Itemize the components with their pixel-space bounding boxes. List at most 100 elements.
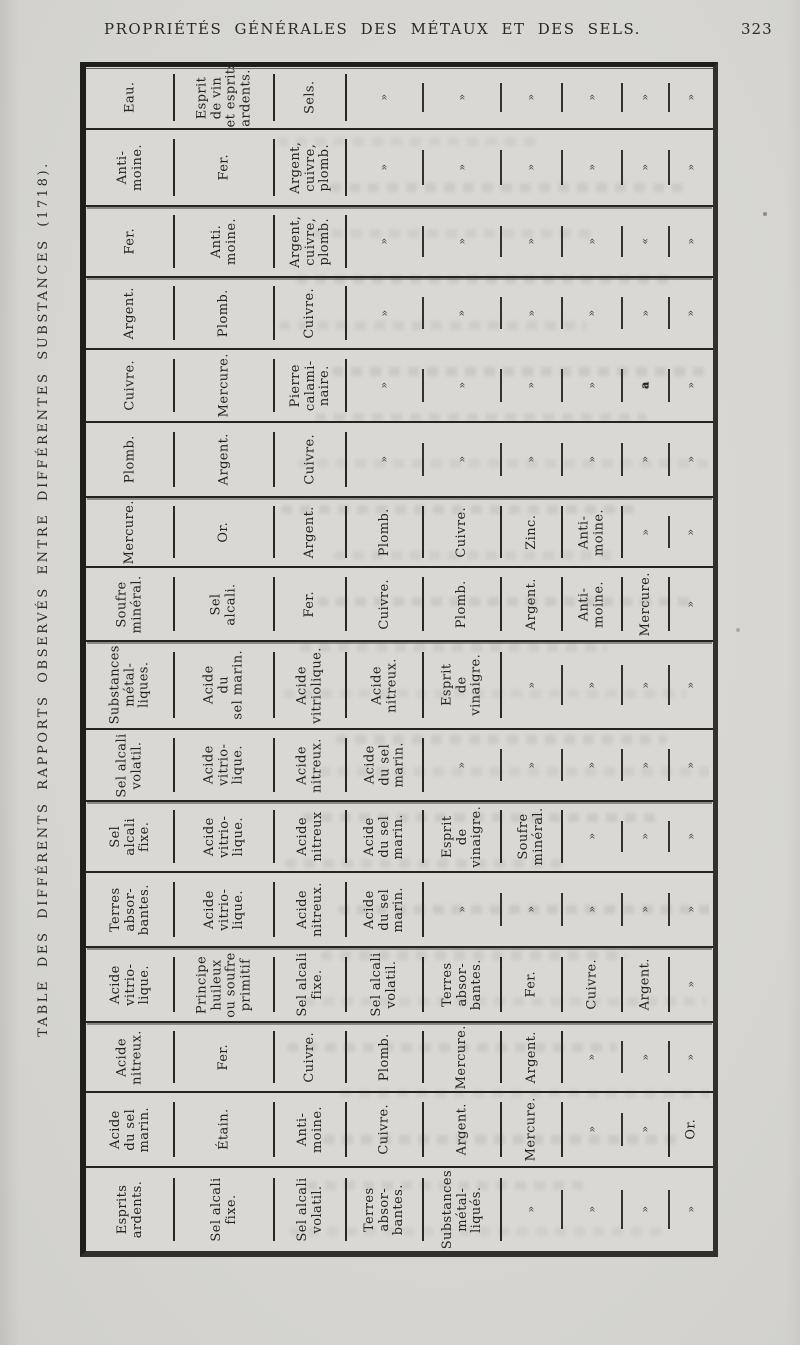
cell-divider-line <box>173 431 175 488</box>
cell-text-rotated: Acide vitriolique. <box>294 646 325 724</box>
cell-text-rotated: » <box>638 1126 652 1133</box>
table-cell: » <box>422 67 501 128</box>
cell-text-rotated: » <box>683 309 697 317</box>
cell-divider-line <box>668 820 670 853</box>
cell-text-rotated: Plomb. <box>453 580 469 628</box>
cell-divider-line <box>422 83 424 112</box>
cell-divider-line <box>500 506 502 558</box>
cell-divider-line <box>500 892 502 927</box>
cell-divider-line <box>173 358 175 413</box>
table-cell: » <box>621 1093 669 1166</box>
table-cell: Plomb. <box>422 568 501 640</box>
cell-divider-line <box>621 748 623 782</box>
cell-divider-line <box>173 215 175 268</box>
cell-divider-line <box>345 215 347 268</box>
cell-divider-line <box>621 1041 623 1073</box>
paper-speck <box>763 212 767 216</box>
cell-text-rotated: » <box>683 681 697 689</box>
cell-text-rotated: Argent. <box>301 505 317 559</box>
cell-divider-line <box>422 442 424 477</box>
table-cell: Argent. <box>500 568 562 640</box>
cell-divider-line <box>173 1177 175 1242</box>
cell-text-rotated: Sel alcali volatil. <box>114 732 145 798</box>
table-cell: Cuivre. <box>273 1023 346 1091</box>
bleed-through-line <box>285 859 567 868</box>
table-cell: Principe huileux ou soufre primitif <box>173 948 274 1021</box>
table-cell: Mercure. <box>621 568 669 640</box>
table-cell: Acide nitreux <box>273 802 346 871</box>
cell-text-rotated: » <box>584 1206 598 1213</box>
cell-text-rotated: » <box>584 94 598 101</box>
cell-divider-line <box>621 576 623 632</box>
table-cell: » <box>561 873 622 946</box>
cell-divider-line <box>561 1190 563 1229</box>
affinity-table: Eau. Esprit de vin et esprits ardents. Sel… <box>80 61 718 1257</box>
table-cell: » <box>345 423 423 496</box>
cell-text-rotated: » <box>377 164 391 171</box>
cell-text-rotated: Esprit de vinaigre. <box>439 654 484 716</box>
cell-divider-line <box>561 1101 563 1158</box>
cell-divider-line <box>273 576 275 632</box>
table-cell: Acide nitreux. <box>273 730 346 800</box>
cell-divider-line <box>561 442 563 477</box>
table-cell: Anti- moine. <box>561 498 622 566</box>
cell-divider-line <box>561 369 563 402</box>
table-cell: » <box>561 278 622 348</box>
cell-text-rotated: Cuivre. <box>301 434 317 485</box>
table-cell: » <box>668 1168 713 1251</box>
table-cell: Sel alcali fixe. <box>273 948 346 1021</box>
cell-text-rotated: Sel alcali fixe. <box>107 817 152 856</box>
cell-divider-line <box>422 369 424 402</box>
cell-text-rotated: » <box>683 94 697 101</box>
cell-text-rotated: » <box>454 906 468 913</box>
cell-text-rotated: Argent. <box>523 1030 539 1084</box>
cell-text-rotated: » <box>638 906 652 913</box>
cell-text-rotated: » <box>638 456 652 463</box>
cell-divider-line <box>273 1177 275 1242</box>
table-cell: » <box>668 873 713 946</box>
cell-divider-line <box>173 881 175 938</box>
cell-text-rotated: » <box>377 382 391 389</box>
cell-divider-line <box>345 810 347 863</box>
table-cell: » <box>561 730 622 800</box>
row-header-cell: Argent. <box>86 278 174 348</box>
table-cell: » <box>621 498 669 566</box>
cell-text-rotated: Acide vitrio- lique. <box>201 743 246 787</box>
cell-divider-line <box>621 892 623 927</box>
table-cell: Acide du sel marin. <box>345 802 423 871</box>
cell-divider-line <box>173 74 175 121</box>
cell-divider-line <box>621 369 623 402</box>
cell-text-rotated: Cuivre. <box>453 506 469 558</box>
cell-divider-line <box>668 956 670 1013</box>
table-cell: Cuivre. <box>345 1093 423 1166</box>
table-cell: » <box>668 67 713 128</box>
table-cell: Sels. <box>273 67 346 128</box>
cell-divider-line <box>345 358 347 413</box>
cell-divider-line <box>345 139 347 196</box>
row-header-cell: Anti- moine. <box>86 130 174 205</box>
table-cell: Acide vitriolique. <box>273 642 346 728</box>
cell-text-rotated: » <box>638 681 652 689</box>
cell-text-rotated: Fer. <box>121 228 137 255</box>
cell-text-rotated: » <box>584 906 598 913</box>
cell-divider-line <box>621 506 623 558</box>
cell-divider-line <box>345 1177 347 1242</box>
table-cell: Étain. <box>173 1093 274 1166</box>
table-cell: Argent, cuivre, plomb. <box>273 130 346 205</box>
bleed-through-texture <box>182 67 709 1251</box>
cell-divider-line <box>621 820 623 853</box>
table-cell: Sel alcali. <box>173 568 274 640</box>
table-cell: » <box>561 1168 622 1251</box>
bleed-through-line <box>300 643 607 652</box>
table-cell: » <box>500 730 562 800</box>
cell-text-rotated: » <box>584 238 598 245</box>
cell-divider-line <box>500 1031 502 1083</box>
table-cell: Or. <box>173 498 274 566</box>
cell-text-rotated: Argent. <box>121 286 137 340</box>
table-cell: a <box>621 350 669 421</box>
cell-text-rotated: » <box>524 94 538 101</box>
row-header-cell: Substances métal- liques. <box>86 642 174 728</box>
table-cell: » <box>500 350 562 421</box>
table-cell: » <box>500 130 562 205</box>
cell-divider-line <box>561 506 563 558</box>
